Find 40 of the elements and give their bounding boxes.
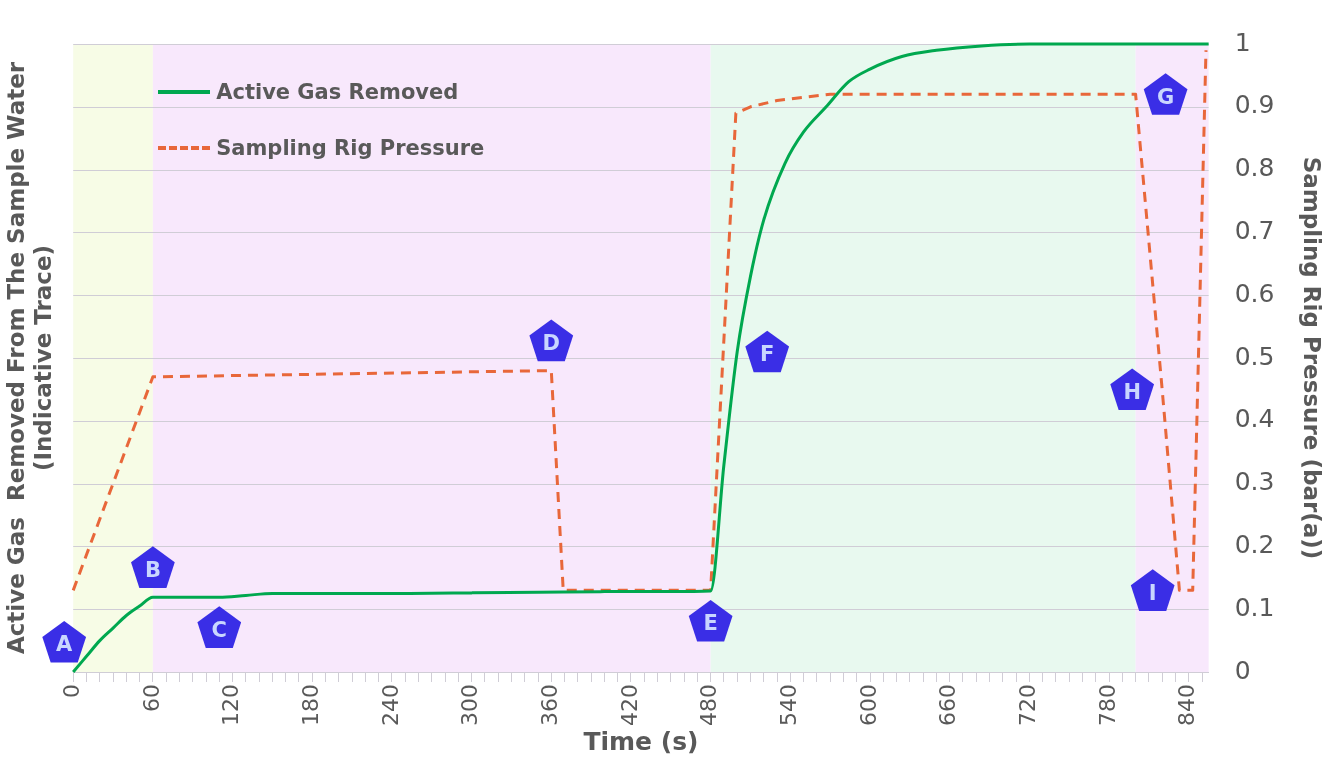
- y-tick-label: 0: [1234, 655, 1251, 685]
- y2-axis-title: Active Gas Removed From The Sample Water (Indicative Trace): [2, 61, 57, 655]
- y-tick-label: 0.7: [1234, 215, 1275, 245]
- x-tick-label: 540: [776, 684, 802, 727]
- x-tick-label: 240: [377, 684, 403, 727]
- annotation: F: [760, 342, 775, 367]
- y-tick-label: 0.6: [1234, 278, 1275, 308]
- y-tick-label: 0.4: [1234, 404, 1275, 434]
- annotation: E: [703, 611, 718, 636]
- x-tick-label: 180: [297, 684, 323, 727]
- legend-label: Active Gas Removed: [216, 80, 459, 104]
- y-tick-label: 0.5: [1234, 341, 1275, 371]
- x-tick-label: 720: [1015, 684, 1041, 727]
- y-tick-label: 0.1: [1234, 592, 1275, 622]
- x-tick-label: 300: [457, 684, 483, 727]
- x-tick-label: 360: [537, 684, 562, 727]
- x-tick-label: 840: [1174, 684, 1200, 727]
- x-tick-label: 60: [138, 684, 164, 713]
- y-tick-label: 0.9: [1234, 90, 1275, 120]
- annotation: H: [1123, 379, 1141, 404]
- annotation: G: [1156, 84, 1175, 109]
- y-axis-title: Sampling Rig Pressure (bar(a)): [1299, 156, 1326, 560]
- y-tick-label: 1: [1234, 27, 1251, 57]
- y-tick-label: 0.3: [1234, 467, 1275, 497]
- x-tick-label: 0: [58, 684, 84, 699]
- legend-label: Sampling Rig Pressure: [216, 136, 485, 160]
- x-tick-label: 480: [696, 684, 722, 727]
- x-tick-label: 420: [616, 684, 642, 727]
- x-tick-label: 600: [855, 684, 881, 727]
- annotation: A: [56, 632, 74, 657]
- x-tick-label: 660: [935, 684, 961, 727]
- annotation: B: [144, 557, 161, 582]
- x-axis-title: Time (s): [583, 726, 699, 756]
- y-tick-label: 0.2: [1234, 529, 1275, 559]
- annotation: C: [211, 617, 227, 642]
- annotation: D: [542, 331, 560, 356]
- y-tick-label: 0.8: [1234, 153, 1275, 183]
- x-tick-label: 780: [1094, 684, 1120, 727]
- annotation: I: [1148, 580, 1157, 605]
- x-tick-label: 120: [218, 684, 244, 727]
